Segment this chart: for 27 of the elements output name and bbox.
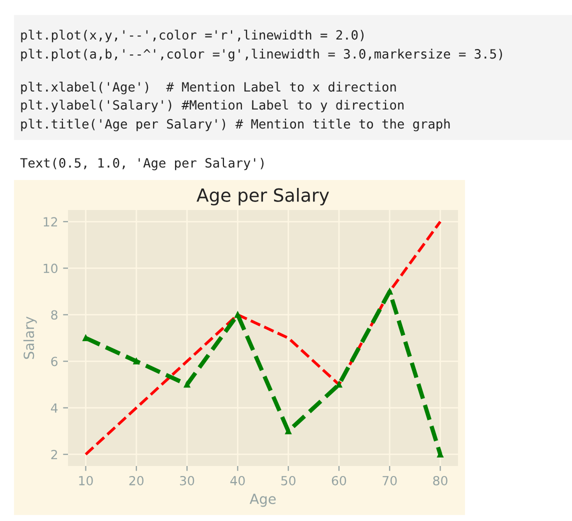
y-tick-label: 2 [51,450,58,460]
text: plt.plot(a,b,'--^',color ='g',linewidth = 3.0,markersize = 3.5) [21,48,502,62]
x-tick-label: 80 [433,476,448,486]
y-tick-label: 4 [50,403,58,413]
x-tick-label: 70 [382,476,397,486]
x-tick-label: 30 [180,476,194,486]
y-tick-label: 10 [44,264,58,274]
y-tick-label: 12 [44,217,58,226]
x-tick-label: 20 [129,476,144,486]
text: plt.title('Age per Salary') # Mention title to the graph [21,118,450,132]
point [82,334,89,342]
x-tick-label: 10 [79,476,93,486]
text: plt.ylabel('Salary') #Mention Label to y direction [21,100,404,112]
y-tick-label: 6 [51,356,58,366]
x-tick-label: 50 [281,476,296,486]
chart-title: Age per Salary [196,188,330,206]
text: plt.plot(x,y,'--',color ='r',linewidth = 2.0) [21,30,364,42]
x-tick-label: 40 [230,476,245,486]
text: plt.xlabel('Age') # Mention Label to x direction [21,82,396,94]
x-axis-title: Age [250,494,276,507]
y-axis-title: Salary [23,316,37,359]
line-series [84,220,442,456]
point [336,381,342,388]
text: Text(0.5, 1.0, 'Age per Salary') [20,158,264,170]
y-tick-label: 8 [51,310,58,320]
point [184,381,190,388]
x-tick-label: 60 [332,476,346,486]
